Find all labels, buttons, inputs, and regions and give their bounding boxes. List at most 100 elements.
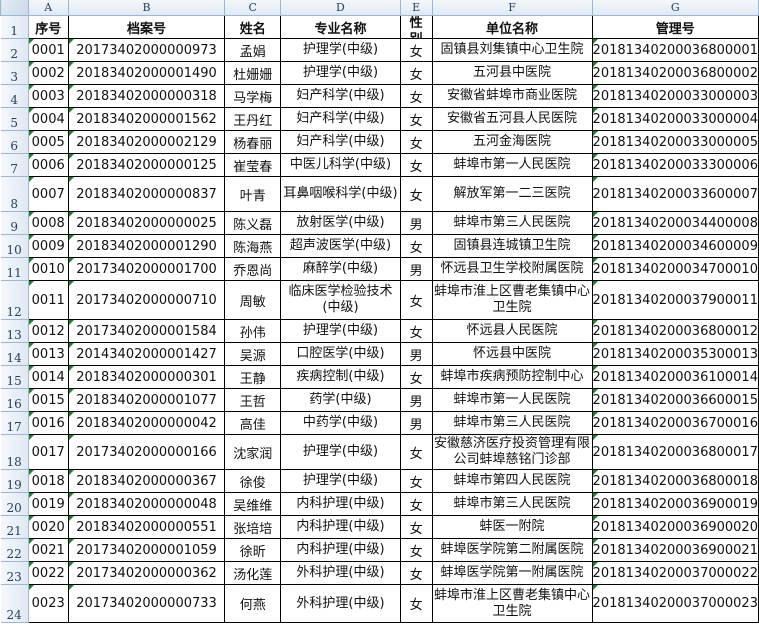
- row-header[interactable]: 8: [0, 176, 29, 212]
- row-header[interactable]: 7: [0, 153, 29, 177]
- cell-e4[interactable]: 女: [399, 84, 433, 108]
- cell-g7[interactable]: 20181340200033300006: [591, 153, 759, 177]
- cell-b11[interactable]: 20173402000001700: [67, 257, 226, 281]
- column-header-d[interactable]: D: [280, 0, 401, 16]
- cell-e10[interactable]: 女: [399, 234, 433, 258]
- cell-c23[interactable]: 汤化莲: [224, 561, 282, 585]
- cell-a18[interactable]: 0017: [27, 434, 69, 470]
- cell-c16[interactable]: 王哲: [224, 388, 282, 412]
- cell-a23[interactable]: 0022: [27, 561, 69, 585]
- cell-e20[interactable]: 女: [399, 492, 433, 516]
- row-header[interactable]: 16: [0, 388, 29, 412]
- cell-b21[interactable]: 20183402000000551: [67, 515, 226, 539]
- cell-g8[interactable]: 20181340200033600007: [591, 176, 759, 212]
- cell-a3[interactable]: 0002: [27, 61, 69, 85]
- cell-f22[interactable]: 蚌埠医学院第二附属医院: [431, 538, 593, 562]
- cell-a20[interactable]: 0019: [27, 492, 69, 516]
- cell-e6[interactable]: 女: [399, 130, 433, 154]
- cell-a9[interactable]: 0008: [27, 211, 69, 235]
- cell-b8[interactable]: 20183402000000837: [67, 176, 226, 212]
- cell-g18[interactable]: 20181340200036800017: [591, 434, 759, 470]
- cell-f21[interactable]: 蚌医一附院: [431, 515, 593, 539]
- cell-c21[interactable]: 张培培: [224, 515, 282, 539]
- header-cell-b[interactable]: 档案号: [67, 15, 226, 39]
- row-header[interactable]: 10: [0, 234, 29, 258]
- cell-c24[interactable]: 何燕: [224, 584, 282, 623]
- cell-f20[interactable]: 蚌埠市第三人民医院: [431, 492, 593, 516]
- row-header[interactable]: 19: [0, 469, 29, 493]
- cell-d18[interactable]: 护理学(中级): [280, 434, 401, 470]
- cell-d15[interactable]: 疾病控制(中级): [280, 365, 401, 389]
- column-header-g[interactable]: G: [591, 0, 759, 16]
- cell-e17[interactable]: 男: [399, 411, 433, 435]
- row-header[interactable]: 1: [0, 15, 29, 39]
- cell-g9[interactable]: 20181340200034400008: [591, 211, 759, 235]
- cell-b6[interactable]: 20183402000002129: [67, 130, 226, 154]
- cell-g14[interactable]: 20181340200035300013: [591, 342, 759, 366]
- cell-f14[interactable]: 怀远县中医院: [431, 342, 593, 366]
- cell-a17[interactable]: 0016: [27, 411, 69, 435]
- cell-b24[interactable]: 20173402000000733: [67, 584, 226, 623]
- row-header[interactable]: 23: [0, 561, 29, 585]
- cell-a24[interactable]: 0023: [27, 584, 69, 623]
- cell-f10[interactable]: 固镇县连城镇卫生院: [431, 234, 593, 258]
- cell-c10[interactable]: 陈海燕: [224, 234, 282, 258]
- cell-d8[interactable]: 耳鼻咽喉科学(中级): [280, 176, 401, 212]
- cell-g2[interactable]: 20181340200036800001: [591, 38, 759, 62]
- cell-e18[interactable]: 女: [399, 434, 433, 470]
- cell-c12[interactable]: 周敏: [224, 280, 282, 320]
- cell-c11[interactable]: 乔恩尚: [224, 257, 282, 281]
- cell-d4[interactable]: 妇产科学(中级): [280, 84, 401, 108]
- row-header[interactable]: 13: [0, 319, 29, 343]
- column-header-a[interactable]: A: [27, 0, 69, 16]
- cell-d7[interactable]: 中医儿科学(中级): [280, 153, 401, 177]
- cell-d13[interactable]: 护理学(中级): [280, 319, 401, 343]
- cell-f2[interactable]: 固镇县刘集镇中心卫生院: [431, 38, 593, 62]
- cell-c5[interactable]: 王丹红: [224, 107, 282, 131]
- cell-a12[interactable]: 0011: [27, 280, 69, 320]
- cell-b4[interactable]: 20183402000000318: [67, 84, 226, 108]
- cell-g12[interactable]: 20181340200037900011: [591, 280, 759, 320]
- cell-b15[interactable]: 20183402000000301: [67, 365, 226, 389]
- cell-e23[interactable]: 女: [399, 561, 433, 585]
- row-header[interactable]: 11: [0, 257, 29, 281]
- cell-f9[interactable]: 蚌埠市第三人民医院: [431, 211, 593, 235]
- header-cell-f[interactable]: 单位名称: [431, 15, 593, 39]
- cell-d14[interactable]: 口腔医学(中级): [280, 342, 401, 366]
- row-header[interactable]: 5: [0, 107, 29, 131]
- cell-g22[interactable]: 20181340200036900021: [591, 538, 759, 562]
- row-header[interactable]: 12: [0, 280, 29, 320]
- cell-f6[interactable]: 五河金海医院: [431, 130, 593, 154]
- cell-e21[interactable]: 女: [399, 515, 433, 539]
- cell-c9[interactable]: 陈义磊: [224, 211, 282, 235]
- cell-b13[interactable]: 20173402000001584: [67, 319, 226, 343]
- cell-g23[interactable]: 20181340200037000022: [591, 561, 759, 585]
- cell-g17[interactable]: 20181340200036700016: [591, 411, 759, 435]
- row-header[interactable]: 20: [0, 492, 29, 516]
- cell-f23[interactable]: 蚌埠医学院第一附属医院: [431, 561, 593, 585]
- cell-f19[interactable]: 蚌埠市第四人民医院: [431, 469, 593, 493]
- cell-e3[interactable]: 女: [399, 61, 433, 85]
- cell-b10[interactable]: 20183402000001290: [67, 234, 226, 258]
- cell-c17[interactable]: 高佳: [224, 411, 282, 435]
- cell-g24[interactable]: 20181340200037000023: [591, 584, 759, 623]
- cell-c20[interactable]: 吴维维: [224, 492, 282, 516]
- cell-d21[interactable]: 内科护理(中级): [280, 515, 401, 539]
- cell-d19[interactable]: 护理学(中级): [280, 469, 401, 493]
- cell-c15[interactable]: 王静: [224, 365, 282, 389]
- cell-f16[interactable]: 蚌埠市第一人民医院: [431, 388, 593, 412]
- header-cell-a[interactable]: 序号: [27, 15, 69, 39]
- cell-f24[interactable]: 蚌埠市淮上区曹老集镇中心卫生院: [431, 584, 593, 623]
- cell-b12[interactable]: 20173402000000710: [67, 280, 226, 320]
- cell-c7[interactable]: 崔莹春: [224, 153, 282, 177]
- cell-b5[interactable]: 20183402000001562: [67, 107, 226, 131]
- row-header[interactable]: 21: [0, 515, 29, 539]
- cell-c18[interactable]: 沈家润: [224, 434, 282, 470]
- cell-b2[interactable]: 20173402000000973: [67, 38, 226, 62]
- column-header-c[interactable]: C: [224, 0, 282, 16]
- column-header-b[interactable]: B: [67, 0, 226, 16]
- cell-a7[interactable]: 0006: [27, 153, 69, 177]
- cell-a19[interactable]: 0018: [27, 469, 69, 493]
- header-cell-d[interactable]: 专业名称: [280, 15, 401, 39]
- cell-b14[interactable]: 20143402000001427: [67, 342, 226, 366]
